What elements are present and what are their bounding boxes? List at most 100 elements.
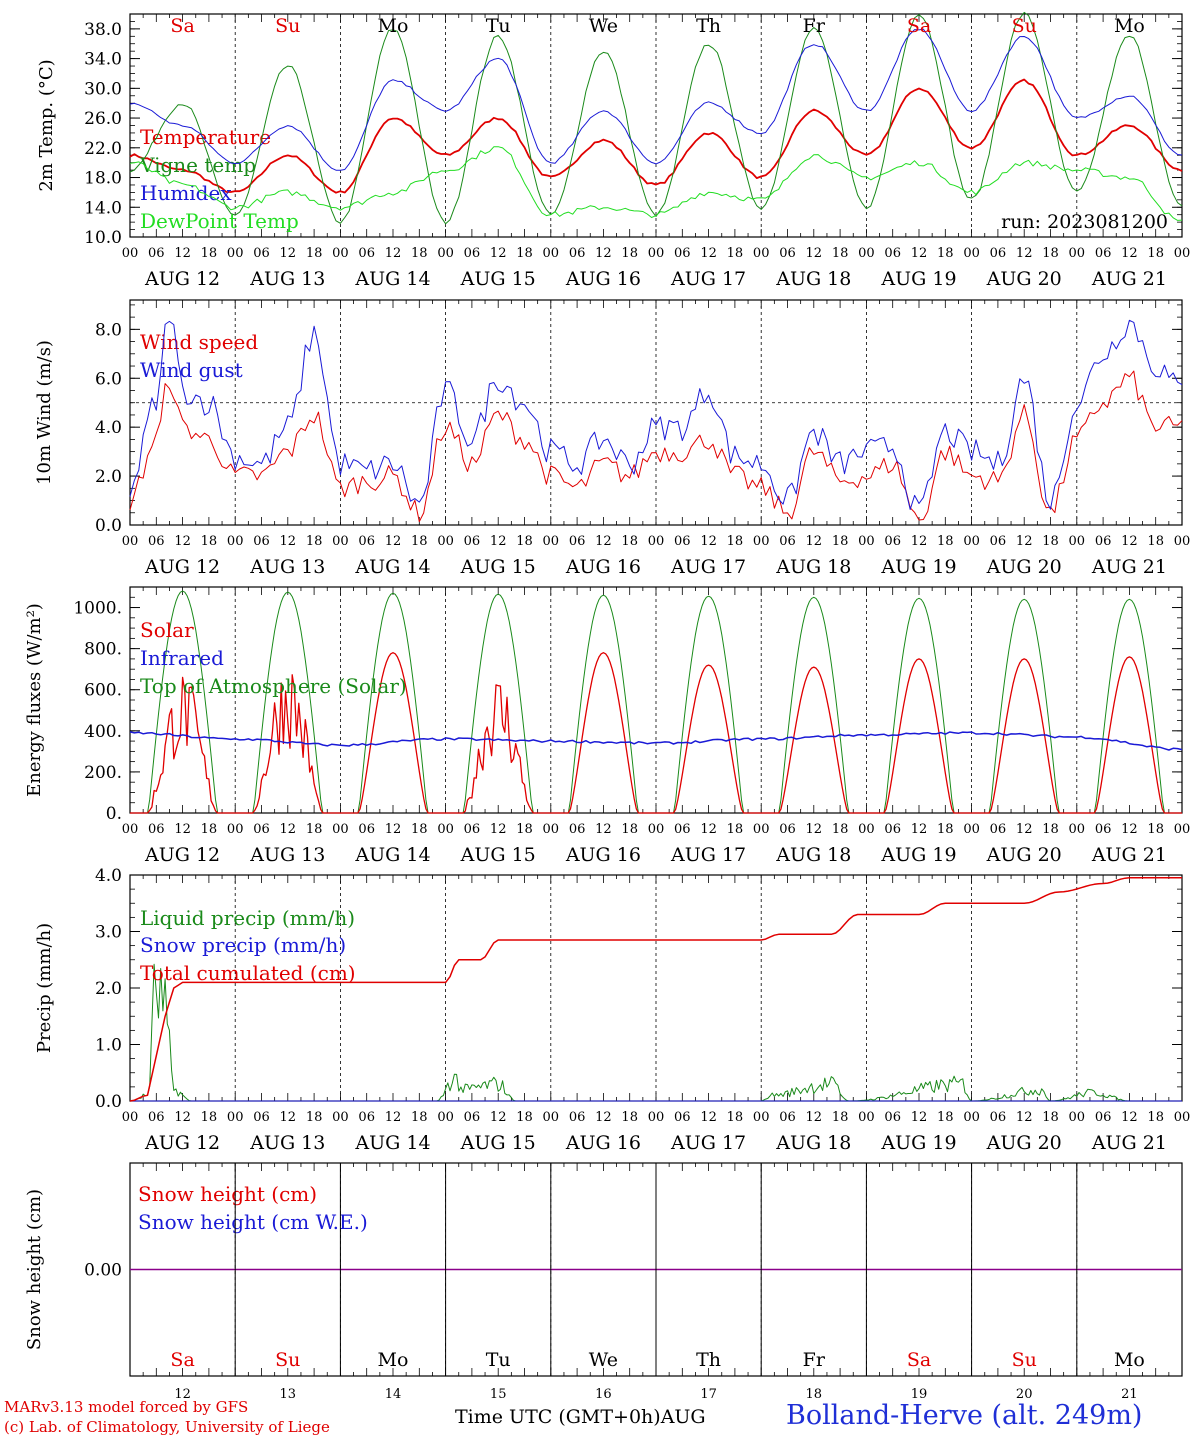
- x-date-label: AUG 14: [354, 844, 430, 866]
- x-date-label: AUG 13: [249, 844, 325, 866]
- x-date-label: AUG 14: [354, 556, 430, 578]
- x-hour-label: 18: [411, 1110, 428, 1125]
- x-hour-label: 00: [543, 822, 560, 837]
- day-name: Mo: [1114, 1349, 1145, 1371]
- x-date-label: AUG 15: [460, 556, 536, 578]
- x-date-label: AUG 14: [354, 268, 430, 290]
- day-name: Mo: [378, 1349, 409, 1371]
- x-hour-label: 18: [1042, 246, 1059, 261]
- y-tick-label: 1000.: [73, 599, 122, 619]
- y-tick-label: 4.0: [95, 418, 122, 438]
- x-hour-label: 00: [753, 822, 770, 837]
- run-label: run: 2023081200: [1001, 211, 1168, 233]
- model-credit: MARv3.13 model forced by GFS: [4, 1398, 249, 1416]
- day-name: Th: [696, 1349, 721, 1371]
- x-hour-label: 18: [411, 534, 428, 549]
- x-hour-label: 18: [306, 246, 323, 261]
- x-date-label: AUG 16: [565, 268, 641, 290]
- x-hour-label: 12: [806, 534, 823, 549]
- x-hour-label: 06: [464, 246, 481, 261]
- x-axis-label: Time UTC (GMT+0h): [455, 1406, 661, 1428]
- x-hour-label: 18: [727, 246, 744, 261]
- x-hour-label: 06: [990, 822, 1007, 837]
- x-hour-label: 00: [437, 822, 454, 837]
- y-tick-label: 22.0: [84, 139, 122, 159]
- x-hour-label: 06: [253, 246, 270, 261]
- x-hour-label: 06: [148, 246, 165, 261]
- x-date-label: AUG 13: [249, 268, 325, 290]
- x-hour-label: 12: [490, 1110, 507, 1125]
- legend-entry: Vigne temp: [139, 153, 256, 177]
- day-number: 15: [490, 1387, 507, 1402]
- x-hour-label: 06: [464, 1110, 481, 1125]
- x-date-label: AUG 16: [565, 556, 641, 578]
- y-tick-label: 0.0: [95, 1092, 122, 1112]
- day-number: 13: [280, 1387, 297, 1402]
- x-hour-label: 00: [437, 246, 454, 261]
- x-hour-label: 12: [280, 246, 297, 261]
- series-line-wind-gust: [129, 319, 1183, 510]
- y-tick-label: 14.0: [84, 198, 122, 218]
- day-name: Su: [275, 15, 300, 37]
- x-hour-label: 06: [253, 534, 270, 549]
- x-hour-label: 00: [332, 1110, 349, 1125]
- x-hour-label: 12: [490, 534, 507, 549]
- x-hour-label: 12: [1016, 246, 1033, 261]
- x-hour-label: 18: [1147, 822, 1164, 837]
- x-date-label: AUG 17: [670, 1132, 746, 1154]
- x-hour-label: 06: [990, 1110, 1007, 1125]
- x-hour-label: 00: [122, 246, 139, 261]
- x-hour-label: 06: [779, 1110, 796, 1125]
- x-hour-label: 12: [174, 534, 191, 549]
- legend-entry: Snow height (cm W.E.): [138, 1210, 368, 1234]
- x-hour-label: 00: [437, 1110, 454, 1125]
- x-hour-label: 06: [464, 822, 481, 837]
- x-hour-label: 00: [1174, 1110, 1191, 1125]
- station-name: Bolland-Herve (alt. 249m): [786, 1400, 1143, 1431]
- x-hour-label: 06: [884, 246, 901, 261]
- x-hour-label: 00: [1069, 1110, 1086, 1125]
- y-tick-label: 38.0: [84, 20, 122, 40]
- x-date-label: AUG 18: [775, 556, 851, 578]
- x-hour-label: 18: [832, 246, 849, 261]
- x-hour-label: 00: [227, 822, 244, 837]
- x-hour-label: 06: [884, 1110, 901, 1125]
- x-hour-label: 06: [779, 534, 796, 549]
- x-hour-label: 18: [201, 246, 218, 261]
- x-hour-label: 12: [1016, 534, 1033, 549]
- day-name: Th: [696, 15, 721, 37]
- series-line-humidex: [129, 28, 1183, 171]
- x-date-label: AUG 19: [880, 844, 956, 866]
- x-hour-label: 18: [1147, 534, 1164, 549]
- x-hour-label: 18: [937, 534, 954, 549]
- day-name: Sa: [907, 1349, 931, 1371]
- x-hour-label: 00: [963, 822, 980, 837]
- x-hour-label: 00: [437, 534, 454, 549]
- x-hour-label: 06: [990, 534, 1007, 549]
- x-hour-label: 18: [306, 822, 323, 837]
- x-date-label: AUG 16: [565, 1132, 641, 1154]
- x-hour-label: 06: [990, 246, 1007, 261]
- legend-entry: Infrared: [140, 646, 224, 670]
- x-hour-label: 12: [385, 822, 402, 837]
- series-line-temperature: [129, 78, 1183, 194]
- day-name: Mo: [378, 15, 409, 37]
- x-hour-label: 00: [963, 534, 980, 549]
- day-name: Tu: [486, 15, 511, 37]
- x-hour-label: 12: [1121, 246, 1138, 261]
- x-hour-label: 18: [621, 534, 638, 549]
- x-hour-label: 00: [227, 1110, 244, 1125]
- panel-frame: [129, 299, 1183, 526]
- x-hour-label: 12: [280, 822, 297, 837]
- x-hour-label: 12: [700, 246, 717, 261]
- day-number: 14: [385, 1387, 402, 1402]
- x-hour-label: 06: [253, 1110, 270, 1125]
- x-date-label: AUG 17: [670, 268, 746, 290]
- x-hour-label: 00: [1069, 534, 1086, 549]
- day-number: 12: [174, 1387, 191, 1402]
- day-name: Su: [275, 1349, 300, 1371]
- y-axis-label: 10m Wind (m/s): [34, 340, 55, 485]
- y-tick-label: 30.0: [84, 79, 122, 99]
- x-hour-label: 18: [201, 1110, 218, 1125]
- x-date-label: AUG 18: [775, 1132, 851, 1154]
